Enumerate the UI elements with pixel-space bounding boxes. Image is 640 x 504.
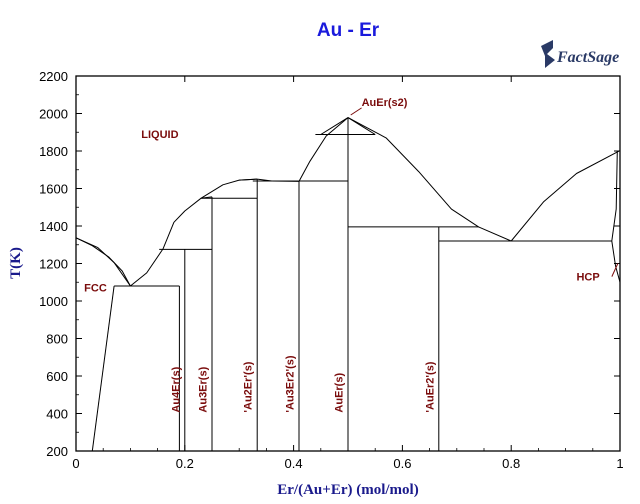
x-tick-label: 0.6 bbox=[393, 456, 411, 471]
y-tick-label: 400 bbox=[46, 407, 68, 422]
phase-label: AuEr(s2) bbox=[362, 97, 408, 109]
x-tick-label: 0.2 bbox=[176, 456, 194, 471]
phase-label: Au4Er(s) bbox=[170, 366, 182, 412]
label-leader-2 bbox=[611, 263, 619, 277]
y-tick-label: 1800 bbox=[39, 144, 68, 159]
phase-boundary-3 bbox=[130, 248, 164, 287]
y-tick-label: 1600 bbox=[39, 182, 68, 197]
logo-mark-icon bbox=[541, 40, 555, 68]
y-axis-label: T(K) bbox=[8, 247, 24, 279]
phase-label: 'AuEr2'(s) bbox=[424, 361, 436, 412]
phase-boundary-9 bbox=[347, 117, 512, 242]
phase-boundary-14 bbox=[611, 240, 621, 283]
phase-label: 'Au2Er'(s) bbox=[243, 361, 255, 412]
phase-boundary-6 bbox=[239, 178, 258, 181]
phase-labels: LIQUID AuEr(s2) FCC HCP Au4Er(s) Au3Er(s) 'Au2… bbox=[84, 97, 600, 413]
label-leader-1 bbox=[350, 107, 362, 116]
y-tick-label: 2000 bbox=[39, 107, 68, 122]
phase-label: LIQUID bbox=[141, 129, 178, 141]
y-tick-label: 1400 bbox=[39, 219, 68, 234]
y-tick-label: 600 bbox=[46, 369, 68, 384]
y-tick-label: 200 bbox=[46, 444, 68, 459]
axes: 0 0.2 0.4 0.6 0.8 120040060080010001200140016… bbox=[39, 69, 624, 471]
logo-text: FactSage bbox=[556, 49, 619, 66]
phase-boundary-12 bbox=[91, 285, 115, 452]
y-tick-label: 1200 bbox=[39, 257, 68, 272]
chart-title: Au - Er bbox=[317, 20, 380, 41]
phase-boundary-8 bbox=[298, 117, 349, 182]
phase-boundary-13 bbox=[611, 150, 618, 242]
y-tick-label: 2200 bbox=[39, 69, 68, 84]
x-tick-label: 0.8 bbox=[502, 456, 520, 471]
phase-boundary-11 bbox=[510, 150, 621, 242]
plot-lines bbox=[75, 107, 621, 452]
phase-boundary-1 bbox=[75, 237, 131, 287]
y-tick-label: 800 bbox=[46, 332, 68, 347]
x-tick-label: 1 bbox=[616, 456, 623, 471]
phase-boundary-4 bbox=[162, 196, 213, 250]
factsage-logo: FactSage bbox=[541, 40, 619, 68]
phase-boundary-5 bbox=[200, 178, 258, 199]
phase-label: AuEr(s) bbox=[334, 373, 346, 413]
y-tick-label: 1000 bbox=[39, 294, 68, 309]
x-tick-label: 0.4 bbox=[285, 456, 303, 471]
x-axis-label: Er/(Au+Er) (mol/mol) bbox=[277, 482, 418, 498]
phase-label: HCP bbox=[576, 271, 599, 283]
phase-label: 'Au3Er2'(s) bbox=[285, 355, 297, 413]
x-tick-label: 0 bbox=[72, 456, 79, 471]
phase-boundary-2 bbox=[75, 237, 131, 287]
phase-label: Au3Er(s) bbox=[198, 366, 210, 412]
phase-label: FCC bbox=[84, 283, 107, 295]
